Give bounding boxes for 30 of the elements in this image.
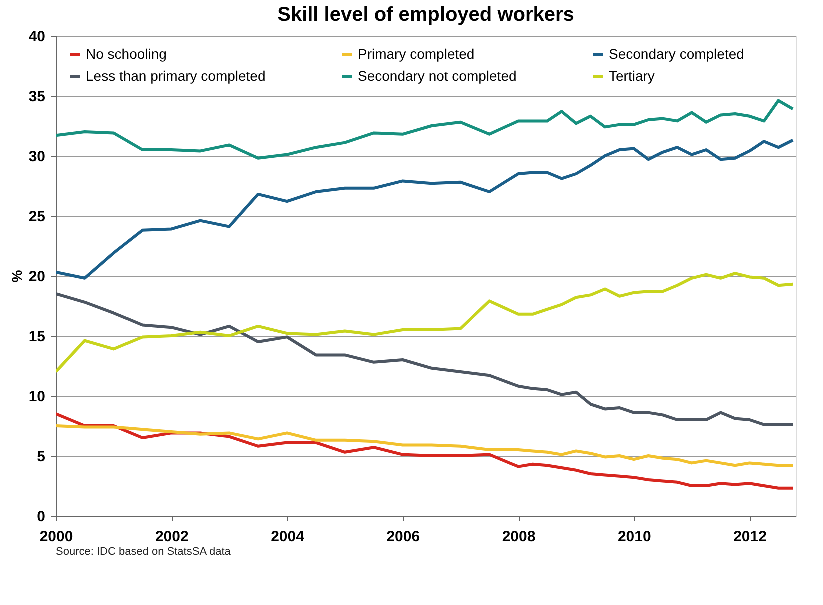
y-tick-label: 40 — [28, 28, 46, 46]
x-tick-label: 2000 — [40, 528, 74, 546]
x-tick-label: 2008 — [502, 528, 536, 546]
line-series — [56, 292, 795, 426]
y-tick-label: 10 — [28, 388, 46, 406]
y-tick-label: 15 — [28, 328, 46, 346]
y-tick-label: 0 — [37, 508, 46, 526]
x-tick-label: 2012 — [734, 528, 767, 546]
source-note: Source: IDC based on StatsSA data — [56, 546, 232, 558]
line-series — [56, 424, 795, 468]
x-tick-label: 2010 — [618, 528, 652, 546]
legend-label: No schooling — [86, 46, 167, 62]
legend-label: Secondary not completed — [358, 68, 517, 84]
legend-label: Primary completed — [358, 46, 475, 62]
x-tick-label: 2004 — [271, 528, 306, 546]
y-tick-label: 5 — [37, 448, 46, 466]
y-tick-label: 25 — [28, 208, 46, 226]
line-series — [56, 138, 795, 280]
y-tick-label: 30 — [28, 148, 46, 166]
legend-label: Tertiary — [609, 68, 655, 84]
line-series — [56, 99, 795, 160]
legend-label: Less than primary completed — [86, 68, 266, 84]
x-tick-label: 2002 — [155, 528, 189, 546]
y-axis-title: % — [8, 270, 25, 283]
line-series — [56, 272, 795, 374]
y-tick-label: 20 — [28, 268, 46, 286]
legend-label: Secondary completed — [609, 46, 744, 62]
chart-title: Skill level of employed workers — [278, 4, 574, 26]
x-tick-label: 2006 — [386, 528, 420, 546]
y-tick-label: 35 — [28, 88, 46, 106]
